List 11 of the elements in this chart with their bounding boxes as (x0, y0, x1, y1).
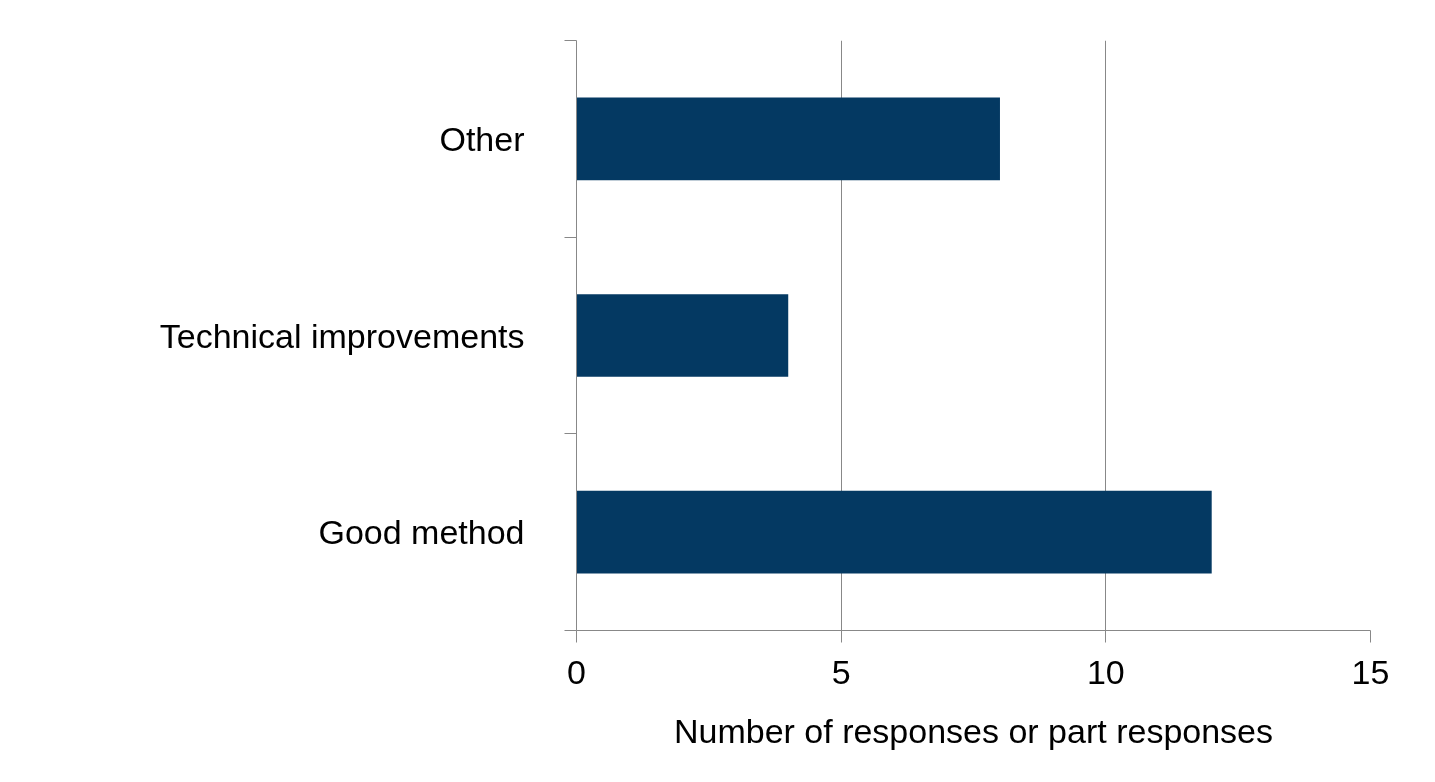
x-tick-label: 15 (1351, 652, 1390, 691)
bar (576, 490, 1212, 574)
x-axis-title: Number of responses or part responses (673, 711, 1274, 750)
bar (576, 97, 1000, 181)
x-tick-label: 10 (1086, 652, 1125, 691)
y-tick-label: Other (439, 119, 525, 158)
bar (576, 294, 789, 377)
y-tick-label: Technical improvements (159, 316, 525, 355)
y-tick-label: Good method (318, 513, 525, 552)
x-tick-label: 0 (567, 652, 586, 691)
x-tick-label: 5 (831, 652, 851, 691)
